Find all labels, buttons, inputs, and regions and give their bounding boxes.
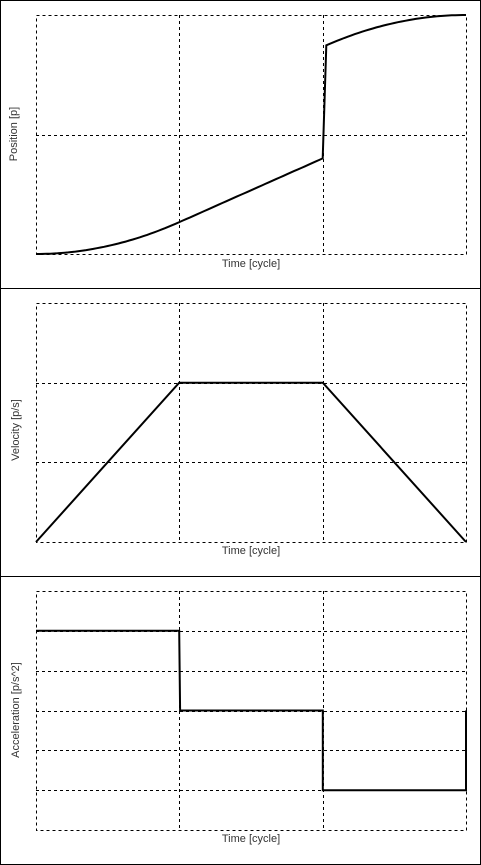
velocity-chart	[35, 303, 467, 543]
acceleration-series-line	[36, 629, 467, 792]
position-xlabel: Time [cycle]	[221, 258, 281, 270]
velocity-xlabel: Time [cycle]	[221, 545, 281, 557]
velocity-ylabel: Velocity [p/s]	[9, 399, 22, 461]
acceleration-chart	[36, 591, 467, 831]
position-series-line	[36, 14, 466, 255]
velocity-series-line	[35, 381, 467, 543]
acceleration-xlabel: Time [cycle]	[221, 833, 281, 845]
position-panel: Time [cycle] Position [p]	[0, 0, 481, 289]
acceleration-panel: Time [cycle] Acceleration [p/s^2]	[0, 576, 481, 865]
velocity-plot-frame	[36, 303, 467, 543]
position-chart	[36, 14, 467, 255]
position-ylabel: Position [p]	[8, 106, 21, 162]
velocity-panel: Time [cycle] Velocity [p/s]	[0, 288, 481, 577]
acceleration-ylabel: Acceleration [p/s^2]	[9, 662, 22, 758]
